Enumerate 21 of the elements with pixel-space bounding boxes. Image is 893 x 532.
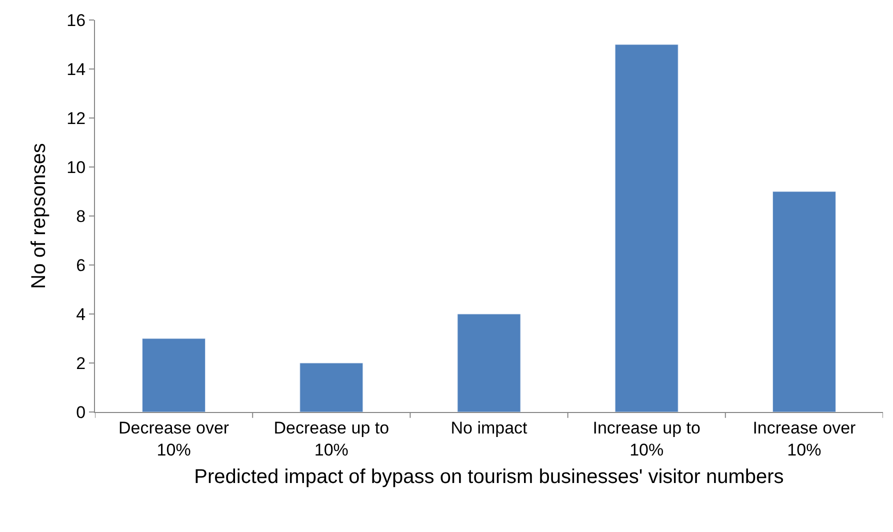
- bar: [457, 314, 521, 412]
- x-axis-title: Predicted impact of bypass on tourism businesses' visitor numbers: [194, 466, 784, 488]
- x-tick-label: Increase over 10%: [752, 418, 856, 460]
- y-tick-label: 10: [66, 158, 86, 177]
- x-tick-label: Increase up to 10%: [592, 418, 700, 460]
- x-tick-label: No impact: [450, 418, 528, 438]
- x-tick-label: Decrease up to 10%: [274, 418, 390, 460]
- y-tick-label: 8: [76, 206, 86, 226]
- bar: [614, 44, 678, 412]
- bar: [300, 362, 364, 412]
- y-axis-title: No of repsonses: [28, 143, 50, 289]
- y-tick-label: 0: [76, 402, 86, 422]
- y-tick-label: 12: [66, 108, 86, 128]
- y-tick-label: 4: [76, 304, 86, 324]
- y-tick-label: 2: [76, 354, 86, 373]
- y-tick-label: 16: [66, 10, 86, 30]
- y-tick-label: 6: [76, 256, 86, 275]
- x-tick-label: Decrease over 10%: [118, 418, 230, 460]
- bar: [772, 191, 836, 412]
- bar: [142, 338, 206, 412]
- y-tick-label: 14: [66, 60, 86, 79]
